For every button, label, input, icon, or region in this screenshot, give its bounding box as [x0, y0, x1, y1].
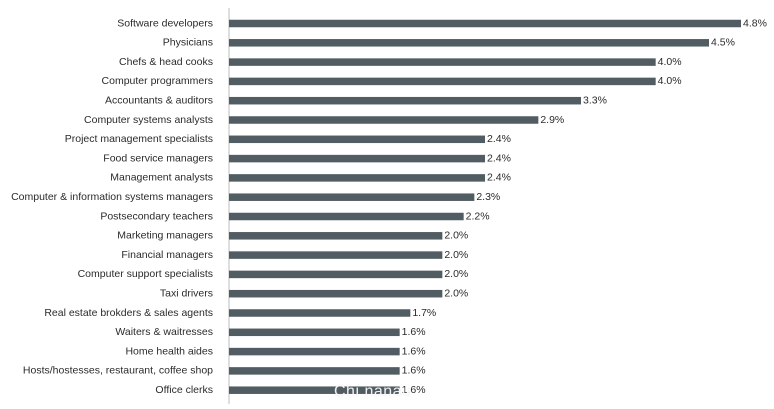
bar	[229, 367, 400, 375]
value-label: 4.8%	[743, 17, 767, 29]
category-label: Project management specialists	[65, 133, 213, 145]
category-label: Computer & information systems managers	[11, 191, 213, 203]
value-label: 4.5%	[711, 37, 735, 49]
category-label: Postsecondary teachers	[100, 210, 213, 222]
bar	[229, 328, 400, 337]
category-label: Software developers	[117, 17, 213, 29]
bar	[229, 386, 400, 394]
bar	[229, 289, 443, 298]
category-label: Financial managers	[121, 249, 213, 261]
value-label: 1.6%	[402, 384, 426, 396]
value-label: 2.0%	[444, 249, 468, 261]
value-label: 4.0%	[658, 56, 682, 68]
value-label: 2.9%	[540, 114, 564, 126]
category-label: Chefs & head cooks	[119, 56, 213, 68]
category-label: Waiters & waitresses	[115, 326, 213, 338]
bar	[229, 58, 656, 66]
category-label: Accountants & auditors	[105, 94, 213, 106]
bar	[229, 96, 581, 105]
bar	[229, 251, 443, 259]
watermark-text: Chi nanau	[334, 383, 412, 400]
value-label: 2.4%	[487, 172, 511, 184]
category-label: Hosts/hostesses, restaurant, coffee shop	[23, 365, 213, 377]
bar	[229, 77, 656, 86]
value-label: 1.6%	[402, 365, 426, 377]
bar	[229, 19, 741, 28]
value-label: 2.3%	[476, 191, 500, 203]
category-label: Marketing managers	[117, 230, 213, 242]
value-label: 2.4%	[487, 133, 511, 145]
bar	[229, 232, 443, 240]
category-label: Computer systems analysts	[84, 114, 213, 126]
value-label: 4.0%	[658, 75, 682, 87]
category-label: Home health aides	[125, 345, 213, 357]
value-label: 2.2%	[466, 210, 490, 222]
bar	[229, 154, 485, 163]
value-label: 2.4%	[487, 152, 511, 164]
value-label: 2.0%	[444, 268, 468, 280]
category-label: Management analysts	[110, 172, 213, 184]
category-label: Computer programmers	[102, 75, 213, 87]
bar	[229, 174, 485, 182]
bar	[229, 270, 443, 279]
bar	[229, 347, 400, 356]
value-label: 1.6%	[402, 326, 426, 338]
bar	[229, 212, 464, 221]
value-label: 1.7%	[412, 307, 436, 319]
bar	[229, 39, 709, 47]
value-label: 2.0%	[444, 230, 468, 242]
bar	[229, 116, 539, 124]
bar	[229, 309, 411, 317]
category-label: Physicians	[163, 37, 213, 49]
bar	[229, 193, 475, 201]
value-label: 2.0%	[444, 287, 468, 299]
category-label: Real estate brokders & sales agents	[44, 307, 213, 319]
category-label: Taxi drivers	[160, 287, 213, 299]
category-label: Office clerks	[155, 384, 213, 396]
value-label: 3.3%	[583, 94, 607, 106]
bar	[229, 135, 485, 144]
value-label: 1.6%	[402, 345, 426, 357]
category-label: Food service managers	[103, 152, 213, 164]
category-label: Computer support specialists	[78, 268, 213, 280]
